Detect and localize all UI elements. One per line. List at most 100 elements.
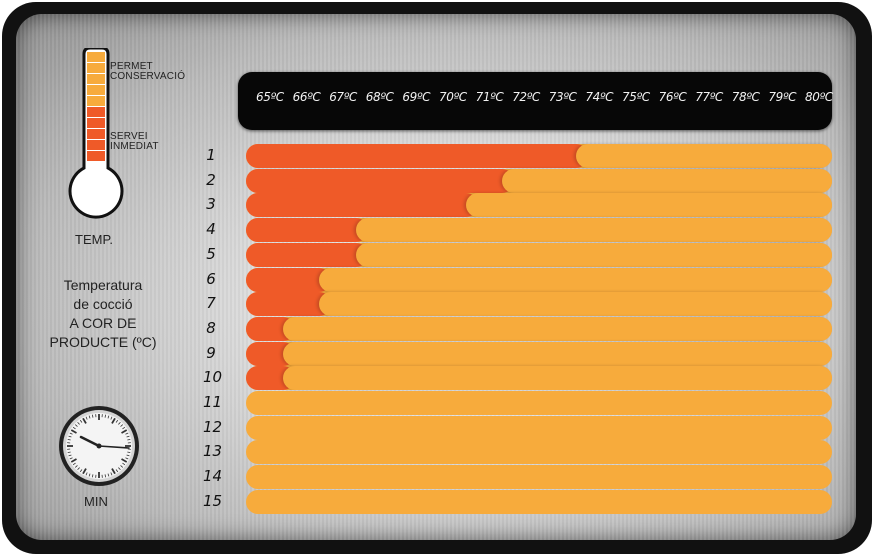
bar-conservacio bbox=[246, 144, 832, 168]
temp-tick-label: 71ºC bbox=[475, 90, 504, 104]
clock-tick bbox=[121, 429, 128, 434]
temp-tick-label: 79ºC bbox=[768, 90, 797, 104]
temp-tick-label: 73ºC bbox=[548, 90, 577, 104]
bar-conservacio-segment bbox=[282, 341, 832, 366]
clock-tick bbox=[104, 474, 107, 478]
bar-conservacio-segment bbox=[319, 267, 832, 292]
clock-tick bbox=[69, 457, 73, 460]
bar-conservacio-segment bbox=[319, 292, 832, 317]
row-minute-label: 2 bbox=[206, 170, 216, 189]
bar-conservacio bbox=[246, 242, 832, 267]
clock-tick bbox=[77, 467, 80, 471]
bar-servei-inmediat bbox=[246, 193, 478, 218]
clock-tick bbox=[85, 472, 88, 476]
wall-clock-icon bbox=[59, 406, 139, 486]
thermometer-segment bbox=[87, 74, 105, 84]
row-minute-label: 13 bbox=[203, 442, 223, 461]
bar-conservacio-segment bbox=[502, 168, 832, 193]
clock-tick bbox=[118, 421, 121, 425]
thermometer-segment bbox=[87, 140, 105, 150]
clock-tick bbox=[125, 432, 129, 435]
thermometer-segment bbox=[87, 129, 105, 139]
clock-tick bbox=[127, 438, 131, 441]
bar-servei-inmediat bbox=[246, 168, 515, 193]
clock-tick bbox=[68, 435, 72, 438]
clock-tick bbox=[67, 451, 71, 454]
clock-tick bbox=[91, 474, 94, 478]
clock-tick bbox=[68, 454, 72, 457]
clock-tick bbox=[82, 417, 87, 424]
clock-tick bbox=[74, 424, 78, 427]
title-line-1: Temperatura bbox=[63, 277, 143, 293]
bar-conservacio bbox=[246, 218, 832, 243]
thermometer-label-conservacio: CONSERVACIÓ bbox=[110, 71, 186, 82]
title-line-4: PRODUCTE (ºC) bbox=[49, 334, 157, 350]
row-minute-label: 9 bbox=[206, 343, 216, 362]
row-minute-label: 10 bbox=[203, 368, 223, 387]
bar-servei-inmediat bbox=[246, 144, 588, 168]
clock-tick bbox=[82, 468, 87, 475]
thermometer-segment bbox=[87, 96, 105, 106]
temp-tick-label: 70ºC bbox=[439, 90, 467, 104]
bar-conservacio bbox=[246, 465, 832, 490]
temp-tick-label: 68ºC bbox=[365, 90, 394, 104]
thermometer-segment bbox=[87, 118, 105, 128]
row-minute-label: 5 bbox=[206, 244, 216, 263]
clock-tick bbox=[69, 432, 73, 435]
clock-tick bbox=[110, 472, 113, 476]
temp-tick-label: 67ºC bbox=[329, 90, 357, 104]
clock-tick bbox=[74, 465, 78, 468]
temp-tick-label: 77ºC bbox=[695, 90, 723, 104]
clock-tick bbox=[91, 414, 94, 418]
bar-conservacio bbox=[246, 267, 832, 292]
bar-conservacio bbox=[246, 193, 832, 218]
clock-tick bbox=[122, 426, 126, 430]
row-minute-label: 11 bbox=[203, 393, 223, 411]
row-minute-label: 1 bbox=[206, 146, 216, 164]
thermometer-segment bbox=[87, 63, 105, 73]
temp-tick-label: 75ºC bbox=[622, 90, 650, 104]
bar-conservacio bbox=[246, 440, 832, 465]
clock-tick bbox=[110, 416, 113, 420]
bar-conservacio bbox=[246, 168, 832, 193]
bar-conservacio-segment bbox=[355, 242, 832, 267]
bar-conservacio-segment bbox=[282, 316, 832, 341]
bar-conservacio-segment bbox=[355, 218, 832, 243]
thermometer-segment bbox=[87, 151, 105, 161]
clock-tick bbox=[122, 462, 126, 466]
clock-tick bbox=[115, 469, 119, 473]
clock-tick bbox=[72, 426, 76, 430]
row-minute-label: 8 bbox=[206, 318, 216, 337]
temp-tick-label: 76ºC bbox=[658, 90, 687, 104]
temp-tick-label: 69ºC bbox=[402, 90, 431, 104]
bar-conservacio bbox=[246, 316, 832, 341]
bar-servei-inmediat bbox=[246, 218, 368, 243]
row-minute-label: 12 bbox=[203, 417, 223, 436]
row-minute-label: 4 bbox=[206, 220, 216, 239]
clock-tick bbox=[107, 473, 110, 477]
clock-tick bbox=[88, 473, 91, 477]
thermometer-temp-label: TEMP. bbox=[75, 232, 114, 247]
clock-tick bbox=[77, 421, 80, 425]
thermometer-label-inmediat: INMEDIAT bbox=[110, 141, 159, 152]
clock-tick bbox=[120, 465, 124, 468]
row-minute-label: 3 bbox=[206, 195, 216, 214]
clock-tick bbox=[70, 458, 77, 463]
bar-conservacio bbox=[246, 415, 832, 440]
cooking-temperature-title: Temperatura de cocció A COR DE PRODUCTE … bbox=[28, 276, 178, 352]
bar-conservacio bbox=[246, 366, 832, 391]
clock-tick bbox=[72, 462, 76, 466]
temperature-axis-display bbox=[238, 72, 832, 130]
clock-tick bbox=[107, 415, 110, 419]
clock-tick bbox=[125, 457, 129, 460]
clock-tick bbox=[118, 467, 121, 471]
thermometer-label-permet: PERMET bbox=[110, 61, 153, 72]
thermometer-icon bbox=[68, 48, 124, 219]
clock-tick bbox=[79, 419, 83, 423]
temp-tick-label: 65ºC bbox=[256, 90, 284, 104]
thermometer-label-servei: SERVEI bbox=[110, 131, 148, 142]
clock-tick bbox=[111, 468, 116, 475]
minutes-label: MIN bbox=[84, 494, 108, 509]
clock-tick bbox=[111, 417, 116, 424]
clock-tick bbox=[67, 438, 71, 441]
